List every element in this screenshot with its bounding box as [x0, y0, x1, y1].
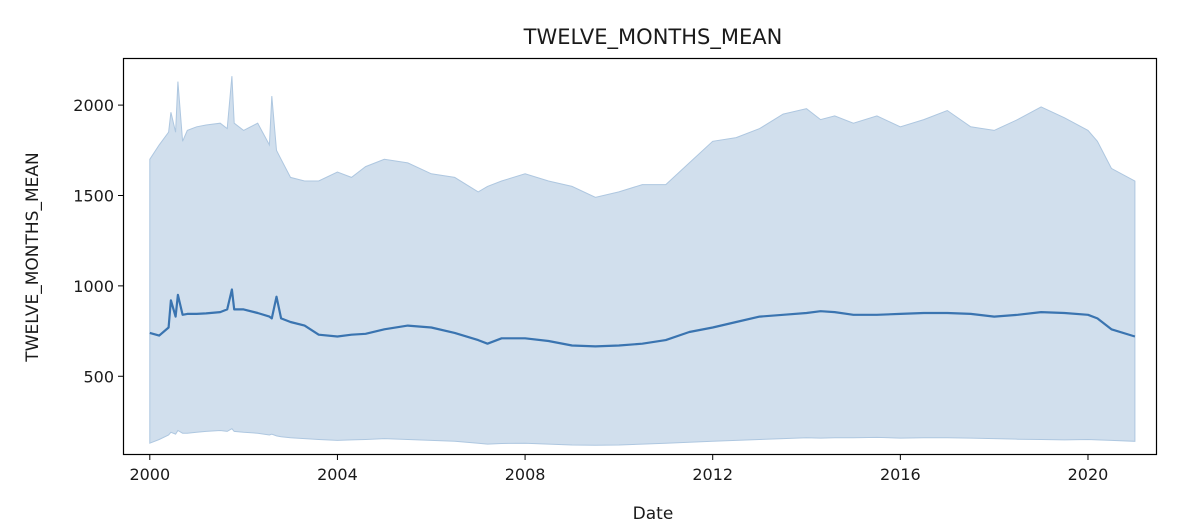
x-tick-label: 2020: [1068, 465, 1109, 484]
y-tick-label: 1000: [73, 277, 114, 296]
mean-line-0: [149, 288, 1136, 348]
y-axis: 500 1000 1500 2000: [73, 96, 124, 386]
x-tick-label: 2012: [692, 465, 733, 484]
x-axis: 2000 2004 2008 2012 2016 2020: [129, 454, 1108, 484]
chart-title: TWELVE_MONTHS_MEAN: [523, 25, 783, 50]
x-axis-title: Date: [633, 504, 674, 524]
confidence-band-0: [149, 76, 1136, 446]
y-axis-title: TWELVE_MONTHS_MEAN: [23, 152, 43, 362]
x-tick-label: 2016: [880, 465, 921, 484]
plot-area: [149, 76, 1136, 446]
y-tick-label: 1500: [73, 186, 114, 205]
x-tick-label: 2008: [505, 465, 546, 484]
x-tick-label: 2000: [129, 465, 170, 484]
plot-frame: [122, 57, 1158, 456]
y-tick-label: 500: [83, 367, 114, 386]
x-tick-label: 2004: [317, 465, 358, 484]
y-tick-label: 2000: [73, 96, 114, 115]
